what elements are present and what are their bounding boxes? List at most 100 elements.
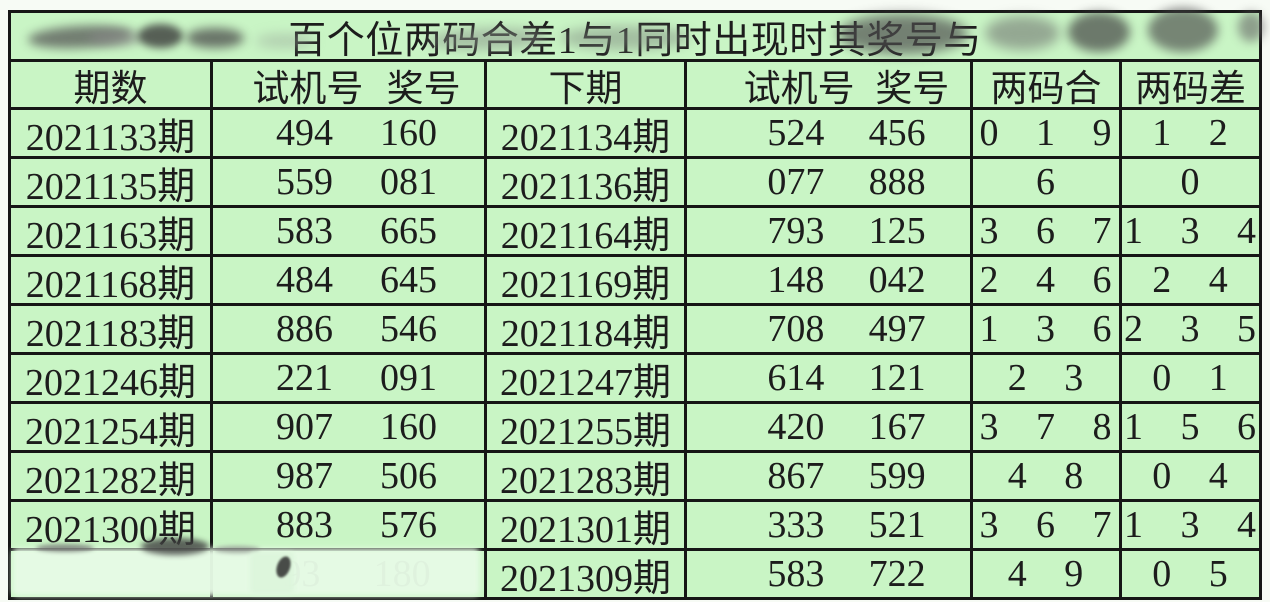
cell-next-test-prize: 614 121 (687, 355, 973, 404)
cell-next-test-prize: 148 042 (687, 257, 973, 306)
cell-two-code-diff: 0 5 (1122, 551, 1259, 600)
cell-next-period: 2021134期 (487, 110, 687, 159)
cell-test-prize-value: 883 (276, 504, 333, 546)
cell-test-prize-value: 221 (276, 357, 333, 399)
cell-next-test-prize: 793 125 (687, 208, 973, 257)
cell-period: 2021300期 (11, 502, 213, 551)
cell-next-test-prize: 524 456 (687, 110, 973, 159)
cell-next-test-prize-value: 420 (767, 406, 825, 448)
cell-next-test-prize: 867 599 (687, 453, 973, 502)
cell-test-prize-value: 665 (380, 210, 437, 252)
cell-next-test-prize-value: 121 (868, 357, 926, 399)
cell-test-prize-value: 907 (276, 406, 333, 448)
cell-test-prize: 886 546 (213, 306, 487, 355)
cell-period: 2021282期 (11, 453, 213, 502)
cell-period: 2021246期 (11, 355, 213, 404)
cell-test-prize-value: 93 (282, 553, 321, 595)
cell-next-test-prize-value: 524 (767, 112, 825, 154)
cell-next-period: 2021283期 (487, 453, 687, 502)
cell-test-prize: 987 506 (213, 453, 487, 502)
cell-test-prize: 484 645 (213, 257, 487, 306)
cell-next-test-prize-value: 042 (868, 259, 926, 301)
cell-period (11, 551, 213, 600)
cell-test-prize-value: 160 (380, 406, 437, 448)
cell-two-code-diff: 1 3 4 (1122, 502, 1259, 551)
cell-next-test-prize-value: 167 (868, 406, 926, 448)
cell-next-period: 2021309期 (487, 551, 687, 600)
cell-period: 2021168期 (11, 257, 213, 306)
cell-next-period: 2021169期 (487, 257, 687, 306)
cell-test-prize-value: 559 (276, 161, 333, 203)
cell-test-prize: 883 576 (213, 502, 487, 551)
cell-next-period: 2021247期 (487, 355, 687, 404)
cell-two-code-diff: 1 2 (1122, 110, 1259, 159)
cell-next-test-prize: 708 497 (687, 306, 973, 355)
cell-two-code-diff: 1 3 4 (1122, 208, 1259, 257)
cell-two-code-sum: 2 4 6 (973, 257, 1122, 306)
cell-test-prize-value: 987 (276, 455, 333, 497)
cell-two-code-sum: 3 7 8 (973, 404, 1122, 453)
cell-next-test-prize: 077 888 (687, 159, 973, 208)
cell-period: 2021254期 (11, 404, 213, 453)
lottery-table-panel: 百个位两码合差1与1同时出现时其奖号与 期数 试机号 奖号 下期 试机号 奖号 … (8, 10, 1262, 600)
cell-next-test-prize-value: 125 (868, 210, 926, 252)
table-title: 百个位两码合差1与1同时出现时其奖号与 (11, 13, 1259, 62)
cell-two-code-sum: 6 (973, 159, 1122, 208)
header-test-number: 试机号 (252, 68, 364, 110)
cell-next-test-prize-value: 077 (767, 161, 825, 203)
header-two-code-sum: 两码合 (973, 62, 1122, 110)
header-next-test-prize: 试机号 奖号 (687, 62, 973, 110)
cell-next-test-prize-value: 456 (868, 112, 926, 154)
cell-test-prize: 583 665 (213, 208, 487, 257)
cell-test-prize-value: 645 (380, 259, 437, 301)
header-next-period: 下期 (487, 62, 687, 110)
cell-next-test-prize-value: 497 (868, 308, 926, 350)
header-two-code-diff: 两码差 (1122, 62, 1259, 110)
header-test-prize: 试机号 奖号 (213, 62, 487, 110)
cell-period: 2021183期 (11, 306, 213, 355)
cell-next-test-prize-value: 614 (767, 357, 825, 399)
cell-test-prize: 907 160 (213, 404, 487, 453)
cell-test-prize-value: 494 (276, 112, 333, 154)
cell-test-prize-value: 484 (276, 259, 333, 301)
cell-two-code-diff: 0 1 (1122, 355, 1259, 404)
cell-test-prize-value: 506 (380, 455, 437, 497)
header-prize-number: 奖号 (386, 68, 461, 110)
cell-test-prize-value: 160 (380, 112, 437, 154)
cell-period: 2021135期 (11, 159, 213, 208)
data-table: 期数 试机号 奖号 下期 试机号 奖号 两码合 两码差 2021133期 494 1… (11, 62, 1259, 600)
cell-two-code-sum: 3 6 7 (973, 502, 1122, 551)
cell-test-prize: 494 160 (213, 110, 487, 159)
cell-next-test-prize-value: 599 (868, 455, 926, 497)
cell-two-code-diff: 0 4 (1122, 453, 1259, 502)
cell-test-prize-value: 180 (373, 553, 431, 595)
cell-test-prize-value: 583 (276, 210, 333, 252)
cell-two-code-sum: 3 6 7 (973, 208, 1122, 257)
cell-period: 2021163期 (11, 208, 213, 257)
cell-two-code-diff: 0 (1122, 159, 1259, 208)
cell-next-period: 2021255期 (487, 404, 687, 453)
cell-next-test-prize-value: 148 (767, 259, 825, 301)
header-next-prize-number: 奖号 (875, 68, 950, 110)
cell-test-prize-value: 886 (276, 308, 333, 350)
cell-test-prize: 93 180 (213, 551, 487, 600)
cell-two-code-sum: 1 3 6 (973, 306, 1122, 355)
cell-two-code-diff: 2 3 5 (1122, 306, 1259, 355)
cell-next-test-prize-value: 708 (767, 308, 825, 350)
cell-two-code-sum: 4 9 (973, 551, 1122, 600)
cell-test-prize: 559 081 (213, 159, 487, 208)
cell-next-test-prize-value: 888 (868, 161, 926, 203)
cell-test-prize-value: 081 (380, 161, 437, 203)
cell-two-code-sum: 2 3 (973, 355, 1122, 404)
cell-next-test-prize-value: 583 (767, 553, 825, 595)
cell-next-period: 2021164期 (487, 208, 687, 257)
cell-period: 2021133期 (11, 110, 213, 159)
cell-test-prize-value: 576 (380, 504, 437, 546)
cell-next-test-prize: 420 167 (687, 404, 973, 453)
header-period: 期数 (11, 62, 213, 110)
cell-test-prize-value: 546 (380, 308, 437, 350)
cell-next-period: 2021136期 (487, 159, 687, 208)
cell-next-test-prize-value: 793 (767, 210, 825, 252)
cell-next-test-prize-value: 333 (767, 504, 825, 546)
